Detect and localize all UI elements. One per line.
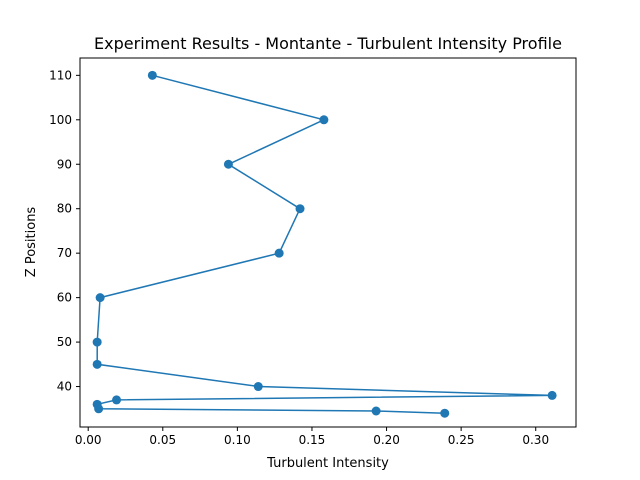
- x-tick-label: 0.05: [149, 433, 176, 447]
- plot-area: [79, 57, 577, 428]
- data-point: [274, 248, 284, 258]
- y-tick-label: 50: [57, 335, 72, 349]
- y-tick-label: 70: [57, 246, 72, 260]
- x-axis-label: Turbulent Intensity: [266, 456, 389, 471]
- y-tick-label: 60: [57, 291, 72, 305]
- data-point: [95, 293, 105, 303]
- y-axis: 40 50 60 70 80 90 100 110: [49, 68, 80, 394]
- data-point: [440, 408, 450, 418]
- y-tick-label: 100: [49, 113, 72, 127]
- series-group: [92, 70, 557, 418]
- x-tick-label: 0.00: [75, 433, 102, 447]
- y-tick-label: 90: [57, 157, 72, 171]
- data-point: [92, 337, 102, 347]
- data-point: [94, 404, 104, 414]
- x-tick-label: 0.10: [224, 433, 251, 447]
- x-tick-label: 0.20: [373, 433, 400, 447]
- plot-frame: [79, 57, 577, 428]
- data-point: [547, 390, 557, 400]
- y-tick-label: 40: [57, 380, 72, 394]
- y-axis-label: Z Positions: [24, 207, 39, 278]
- x-axis: 0.00 0.05 0.10 0.15 0.20 0.25 0.30: [75, 427, 549, 447]
- data-point: [371, 406, 381, 416]
- y-tick-label: 80: [57, 202, 72, 216]
- data-point: [319, 115, 329, 125]
- series-line: [96, 74, 553, 414]
- data-point: [253, 382, 263, 392]
- x-tick-label: 0.15: [299, 433, 326, 447]
- y-tick-label: 110: [49, 68, 72, 82]
- data-point: [112, 395, 122, 405]
- data-point: [92, 359, 102, 369]
- data-point: [223, 159, 233, 169]
- data-point: [295, 204, 305, 214]
- chart-title: Experiment Results - Montante - Turbulen…: [94, 34, 562, 53]
- data-point: [147, 70, 157, 80]
- x-tick-label: 0.30: [522, 433, 549, 447]
- x-tick-label: 0.25: [448, 433, 475, 447]
